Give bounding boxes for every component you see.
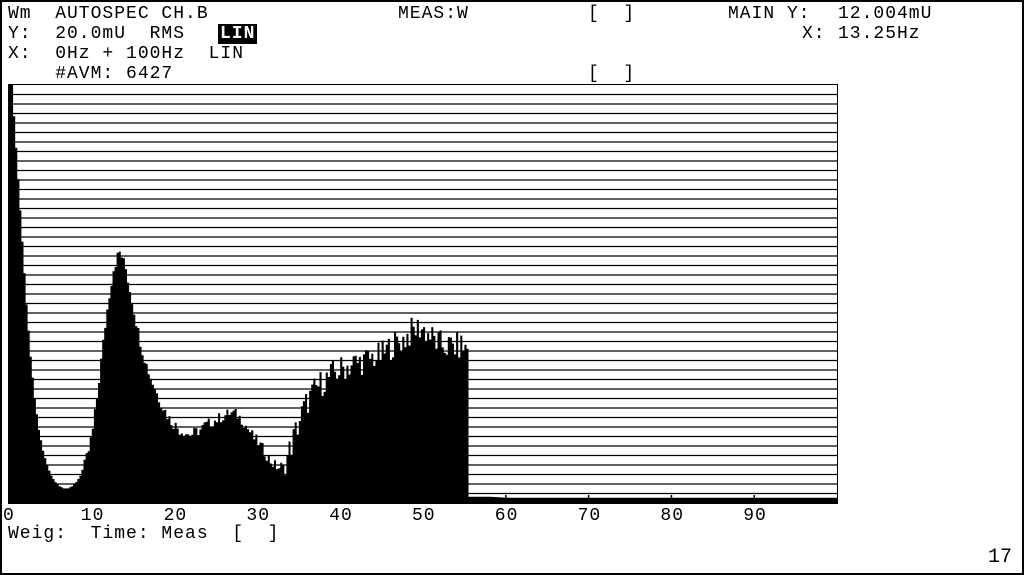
chart-svg xyxy=(9,85,837,503)
analyzer-screen: Wm AUTOSPEC CH.B MEAS:W [ ] MAIN Y: 12.0… xyxy=(0,0,1024,575)
x-tick-label: 50 xyxy=(412,506,436,526)
hdr-wm-title: Wm AUTOSPEC CH.B xyxy=(8,4,209,24)
spectrum-chart xyxy=(8,84,838,504)
hdr-bracket-1: [ ] xyxy=(588,4,635,24)
x-tick-label: 60 xyxy=(495,506,519,526)
hdr-meas: MEAS:W xyxy=(398,4,469,24)
x-tick-label: 40 xyxy=(329,506,353,526)
hdr-bracket-2: [ ] xyxy=(588,64,635,84)
x-tick-label: 30 xyxy=(246,506,270,526)
hdr-x-label: X: xyxy=(802,24,826,44)
hdr-avm: #AVM: 6427 xyxy=(8,64,173,84)
x-axis-ticks: 0102030405060708090 xyxy=(8,506,838,526)
page-number: 17 xyxy=(988,546,1012,569)
x-tick-label: 0 xyxy=(3,506,15,526)
footer-status: Weig: Time: Meas [ ] xyxy=(8,524,279,544)
x-tick-label: 20 xyxy=(164,506,188,526)
x-tick-label: 10 xyxy=(81,506,105,526)
hdr-x-value: 13.25Hz xyxy=(838,24,921,44)
x-tick-label: 90 xyxy=(743,506,767,526)
hdr-lin-inverse: LIN xyxy=(218,24,257,44)
header: Wm AUTOSPEC CH.B MEAS:W [ ] MAIN Y: 12.0… xyxy=(8,4,1016,82)
x-tick-label: 80 xyxy=(660,506,684,526)
hdr-y-scale: Y: 20.0mU RMS xyxy=(8,24,185,44)
hdr-main-y-value: 12.004mU xyxy=(838,4,932,24)
x-tick-label: 70 xyxy=(578,506,602,526)
hdr-x-range: X: 0Hz + 100Hz LIN xyxy=(8,44,244,64)
hdr-main-y-label: MAIN Y: xyxy=(728,4,811,24)
